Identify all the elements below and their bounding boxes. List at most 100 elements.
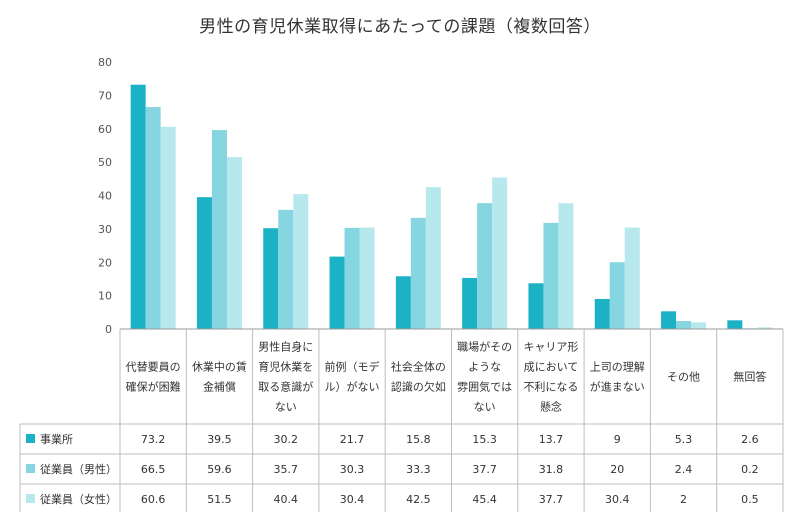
category-label: 男性自身に xyxy=(258,340,313,354)
data-label: 40.4 xyxy=(274,493,299,506)
legend-label: 事業所 xyxy=(40,433,73,446)
data-label: 30.4 xyxy=(340,493,365,506)
data-label: 15.3 xyxy=(472,433,497,446)
category-label: 前例（モデ xyxy=(325,360,380,374)
data-label: 0.2 xyxy=(741,463,759,476)
y-tick-label: 70 xyxy=(98,89,112,102)
bar-3-3 xyxy=(293,194,309,329)
y-tick-label: 10 xyxy=(98,290,112,303)
category-label: 取る意識が xyxy=(258,380,313,394)
data-label: 60.6 xyxy=(141,493,166,506)
category-label: 無回答 xyxy=(733,370,766,384)
category-label: が進まない xyxy=(590,380,645,394)
bar-3-5 xyxy=(425,187,441,329)
bar-2-2 xyxy=(211,130,227,329)
data-label: 30.4 xyxy=(605,493,630,506)
data-label: 45.4 xyxy=(472,493,497,506)
category-label: ような xyxy=(468,361,501,374)
y-tick-label: 60 xyxy=(98,123,112,136)
data-label: 9 xyxy=(614,433,621,446)
data-label: 42.5 xyxy=(406,493,431,506)
bar-1-5 xyxy=(395,276,411,329)
bar-1-8 xyxy=(594,298,610,329)
data-label: 33.3 xyxy=(406,463,431,476)
data-label: 39.5 xyxy=(207,433,232,446)
y-tick-label: 20 xyxy=(98,256,112,269)
bar-3-4 xyxy=(359,227,375,329)
data-label: 5.3 xyxy=(675,433,693,446)
bar-1-4 xyxy=(329,256,345,329)
bar-3-10 xyxy=(757,327,773,329)
legend-label: 従業員（男性） xyxy=(40,462,117,476)
category-label: 休業中の賃 xyxy=(192,360,247,374)
category-label: 不利になる xyxy=(523,381,578,394)
data-label: 37.7 xyxy=(472,463,497,476)
category-label: ル）がない xyxy=(325,380,380,394)
data-label: 2.4 xyxy=(675,463,693,476)
category-label: 職場がその xyxy=(457,340,512,354)
category-label: 代替要員の xyxy=(126,360,181,374)
data-label: 35.7 xyxy=(274,463,299,476)
y-tick-label: 40 xyxy=(98,190,112,203)
bar-1-6 xyxy=(462,277,478,329)
data-label: 30.2 xyxy=(274,433,299,446)
bar-2-1 xyxy=(145,107,161,330)
bar-1-2 xyxy=(196,197,212,329)
data-label: 0.5 xyxy=(741,493,759,506)
data-label: 21.7 xyxy=(340,433,365,446)
bar-3-6 xyxy=(492,177,508,329)
data-label: 15.8 xyxy=(406,433,431,446)
bar-2-3 xyxy=(278,209,294,329)
bar-1-3 xyxy=(263,228,279,329)
legend-label: 従業員（女性） xyxy=(40,492,117,506)
y-tick-label: 80 xyxy=(98,56,112,69)
data-label: 13.7 xyxy=(539,433,564,446)
data-label: 20 xyxy=(610,463,624,476)
category-label: ない xyxy=(275,401,297,414)
y-tick-label: 50 xyxy=(98,156,112,169)
bar-2-4 xyxy=(344,227,360,329)
category-label: その他 xyxy=(667,371,700,384)
category-label: 社会全体の xyxy=(391,360,446,374)
category-label: 雰囲気では xyxy=(457,380,512,394)
category-label: ない xyxy=(474,401,496,414)
category-label: 認識の欠如 xyxy=(391,380,446,394)
bar-1-10 xyxy=(727,320,743,329)
bar-2-5 xyxy=(410,217,426,329)
bar-3-7 xyxy=(558,203,574,329)
y-tick-label: 30 xyxy=(98,223,112,236)
data-label: 2.6 xyxy=(741,433,759,446)
chart-title: 男性の育児休業取得にあたっての課題（複数回答） xyxy=(199,17,601,37)
bar-2-8 xyxy=(609,262,625,329)
bar-1-7 xyxy=(528,283,544,329)
data-label: 73.2 xyxy=(141,433,166,446)
category-label: 育児休業を xyxy=(258,360,313,374)
data-label: 59.6 xyxy=(207,463,232,476)
bar-1-9 xyxy=(661,311,677,329)
bar-2-7 xyxy=(543,222,559,329)
bar-3-8 xyxy=(624,227,640,329)
bar-3-9 xyxy=(691,322,707,329)
category-label: 成において xyxy=(524,361,579,374)
bar-2-6 xyxy=(477,203,493,329)
y-tick-label: 0 xyxy=(105,323,112,336)
bar-2-9 xyxy=(676,320,692,329)
category-label: 上司の理解 xyxy=(590,360,645,374)
bar-1-1 xyxy=(130,84,146,329)
bar-3-2 xyxy=(226,157,242,329)
data-label: 31.8 xyxy=(539,463,564,476)
bar-3-1 xyxy=(160,126,176,329)
category-label: 金補償 xyxy=(203,380,236,394)
legend-swatch xyxy=(26,434,35,443)
data-label: 37.7 xyxy=(539,493,564,506)
category-label: キャリア形 xyxy=(523,341,578,354)
data-label: 30.3 xyxy=(340,463,365,476)
category-label: 確保が困難 xyxy=(126,380,181,394)
data-label: 2 xyxy=(680,493,687,506)
category-label: 懸念 xyxy=(540,400,562,414)
legend-swatch xyxy=(26,494,35,503)
legend-swatch xyxy=(26,464,35,473)
data-label: 66.5 xyxy=(141,463,166,476)
data-label: 51.5 xyxy=(207,493,232,506)
